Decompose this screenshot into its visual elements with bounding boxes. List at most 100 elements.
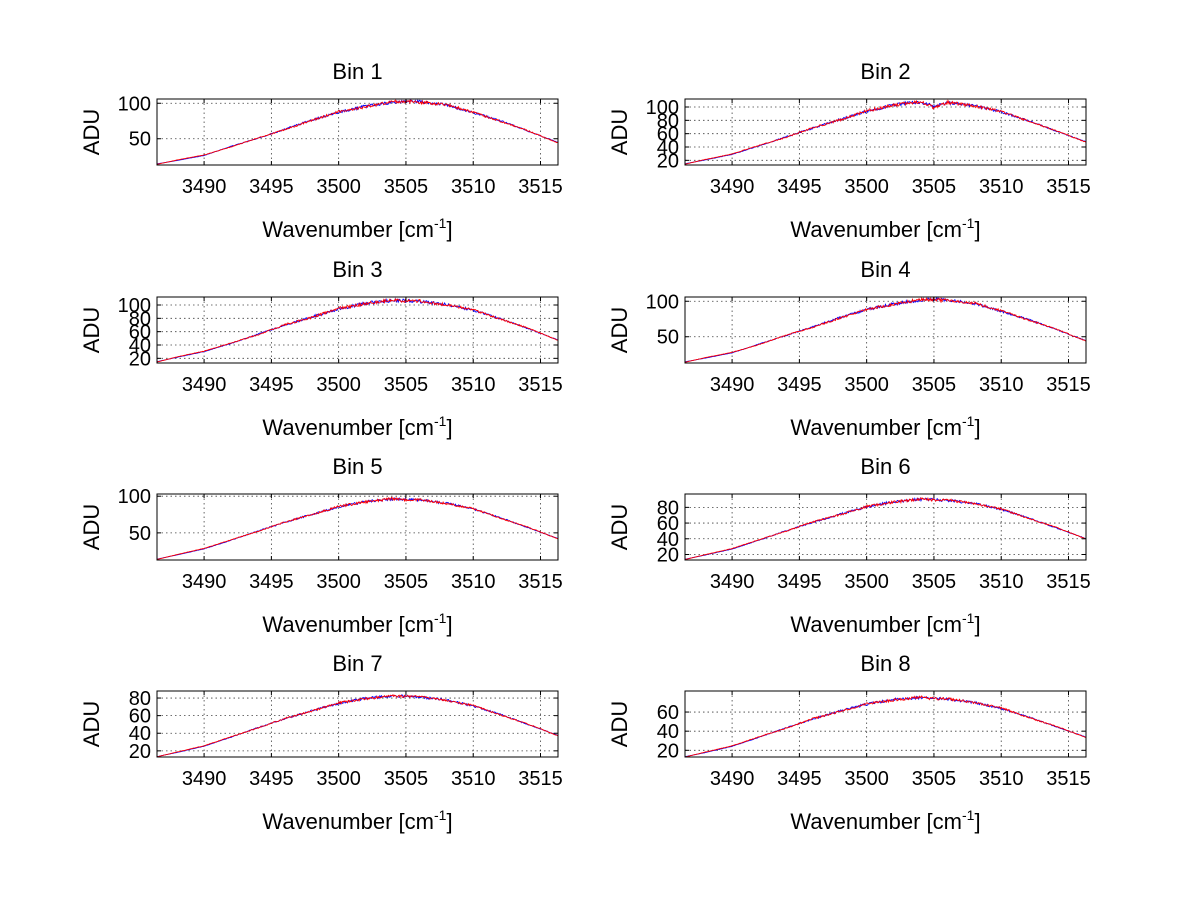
x-tick-label: 3510 bbox=[979, 176, 1024, 198]
x-tick-label: 3495 bbox=[777, 374, 822, 396]
plot-area bbox=[156, 690, 559, 758]
spectrum-line-red bbox=[684, 695, 1087, 758]
subplot-title: Bin 3 bbox=[332, 257, 382, 282]
x-axis-label: Wavenumber [cm-1] bbox=[790, 610, 980, 637]
y-tick-label: 50 bbox=[129, 523, 151, 545]
axes-frame bbox=[684, 98, 1087, 166]
axes-frame bbox=[156, 296, 559, 364]
axes-frame bbox=[684, 296, 1087, 364]
axes-frame bbox=[156, 690, 559, 758]
x-tick-label: 3500 bbox=[844, 768, 889, 790]
y-axis-label: ADU bbox=[607, 109, 632, 155]
x-axis-label: Wavenumber [cm-1] bbox=[790, 413, 980, 440]
x-tick-label: 3490 bbox=[182, 571, 227, 593]
x-tick-label: 3505 bbox=[384, 374, 429, 396]
y-tick-label: 60 bbox=[129, 706, 151, 728]
x-tick-label: 3490 bbox=[710, 176, 755, 198]
x-tick-label: 3510 bbox=[451, 176, 496, 198]
x-tick-label: 3490 bbox=[182, 374, 227, 396]
y-tick-label: 60 bbox=[129, 322, 151, 344]
y-tick-label: 40 bbox=[657, 721, 679, 743]
y-axis-label: ADU bbox=[79, 504, 104, 550]
y-tick-label: 50 bbox=[129, 129, 151, 151]
spectrum-line-red bbox=[684, 99, 1087, 165]
subplot-bin-1: 3490 3495 3500 3505 3510 3515 50 100 Bin 1 Wavenu… bbox=[79, 59, 563, 242]
x-tick-label: 3510 bbox=[451, 374, 496, 396]
spectrum-line-red bbox=[156, 694, 559, 758]
x-tick-label: 3490 bbox=[182, 768, 227, 790]
x-tick-label: 3510 bbox=[979, 571, 1024, 593]
subplot-title: Bin 5 bbox=[332, 454, 382, 479]
y-tick-label: 20 bbox=[129, 348, 151, 370]
y-tick-label: 40 bbox=[657, 529, 679, 551]
x-axis-label: Wavenumber [cm-1] bbox=[262, 413, 452, 440]
x-tick-label: 3490 bbox=[710, 768, 755, 790]
y-axis-label: ADU bbox=[607, 307, 632, 353]
x-tick-label: 3500 bbox=[316, 768, 361, 790]
y-tick-label: 20 bbox=[657, 740, 679, 762]
y-axis-label: ADU bbox=[79, 109, 104, 155]
x-tick-label: 3510 bbox=[451, 571, 496, 593]
axes-frame bbox=[684, 493, 1087, 561]
x-tick-label: 3500 bbox=[316, 571, 361, 593]
y-tick-label: 40 bbox=[657, 137, 679, 159]
y-tick-label: 80 bbox=[657, 110, 679, 132]
x-tick-label: 3490 bbox=[182, 176, 227, 198]
x-tick-label: 3500 bbox=[844, 176, 889, 198]
x-tick-label: 3505 bbox=[912, 374, 957, 396]
x-axis-label: Wavenumber [cm-1] bbox=[262, 807, 452, 834]
x-axis-label: Wavenumber [cm-1] bbox=[790, 807, 980, 834]
plot-area bbox=[156, 493, 559, 561]
axes-frame bbox=[156, 98, 559, 166]
subplot-bin-4: 3490 3495 3500 3505 3510 3515 50 100 Bin 4 Wavenu… bbox=[607, 257, 1091, 440]
y-tick-label: 50 bbox=[657, 327, 679, 349]
x-axis-label: Wavenumber [cm-1] bbox=[790, 215, 980, 242]
x-tick-label: 3500 bbox=[316, 176, 361, 198]
subplot-title: Bin 7 bbox=[332, 651, 382, 676]
x-tick-label: 3515 bbox=[1046, 374, 1091, 396]
y-tick-label: 60 bbox=[657, 513, 679, 535]
axes-frame bbox=[684, 690, 1087, 758]
y-tick-label: 40 bbox=[129, 723, 151, 745]
spectrum-line-red bbox=[156, 496, 559, 560]
x-tick-label: 3505 bbox=[912, 176, 957, 198]
x-tick-label: 3515 bbox=[518, 768, 563, 790]
spectrum-line-red bbox=[156, 297, 559, 363]
subplot-title: Bin 6 bbox=[860, 454, 910, 479]
subplot-title: Bin 1 bbox=[332, 59, 382, 84]
y-tick-label: 100 bbox=[118, 295, 151, 317]
x-tick-label: 3505 bbox=[384, 768, 429, 790]
y-tick-label: 100 bbox=[118, 93, 151, 115]
x-tick-label: 3515 bbox=[1046, 571, 1091, 593]
y-tick-label: 100 bbox=[646, 291, 679, 313]
subplot-title: Bin 4 bbox=[860, 257, 910, 282]
axes-frame bbox=[156, 493, 559, 561]
spectrum-line-red bbox=[684, 496, 1087, 560]
subplot-title: Bin 2 bbox=[860, 59, 910, 84]
x-tick-label: 3495 bbox=[777, 176, 822, 198]
plot-area bbox=[684, 98, 1087, 166]
x-tick-label: 3505 bbox=[384, 571, 429, 593]
plot-area bbox=[684, 296, 1087, 364]
x-tick-label: 3495 bbox=[777, 571, 822, 593]
x-tick-label: 3515 bbox=[518, 374, 563, 396]
y-axis-label: ADU bbox=[79, 307, 104, 353]
y-tick-label: 100 bbox=[646, 97, 679, 119]
x-tick-label: 3490 bbox=[710, 571, 755, 593]
x-tick-label: 3505 bbox=[912, 768, 957, 790]
x-tick-label: 3500 bbox=[316, 374, 361, 396]
x-tick-label: 3515 bbox=[518, 176, 563, 198]
x-tick-label: 3495 bbox=[777, 768, 822, 790]
x-tick-label: 3495 bbox=[249, 571, 294, 593]
y-tick-label: 60 bbox=[657, 702, 679, 724]
y-tick-label: 60 bbox=[657, 124, 679, 146]
y-axis-label: ADU bbox=[607, 701, 632, 747]
y-tick-label: 20 bbox=[657, 545, 679, 567]
y-tick-label: 80 bbox=[129, 688, 151, 710]
x-tick-label: 3495 bbox=[249, 176, 294, 198]
y-tick-label: 80 bbox=[129, 308, 151, 330]
